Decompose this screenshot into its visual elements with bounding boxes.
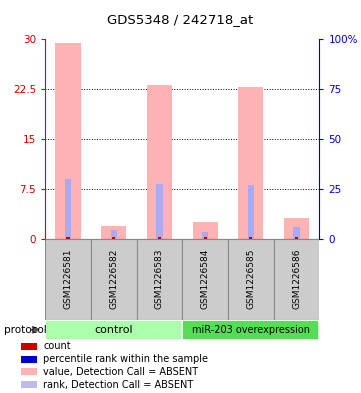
Bar <box>21 343 36 350</box>
Bar <box>112 237 115 239</box>
Bar <box>228 239 274 320</box>
Text: GDS5348 / 242718_at: GDS5348 / 242718_at <box>107 13 254 26</box>
Bar <box>21 381 36 388</box>
Bar <box>238 87 264 239</box>
Text: percentile rank within the sample: percentile rank within the sample <box>43 354 208 364</box>
Bar <box>45 320 182 340</box>
Text: count: count <box>43 342 71 351</box>
Bar <box>293 227 300 239</box>
Bar <box>204 237 207 239</box>
Bar <box>110 230 117 239</box>
Bar <box>284 218 309 239</box>
Text: GSM1226583: GSM1226583 <box>155 249 164 309</box>
Text: GSM1226581: GSM1226581 <box>64 249 73 309</box>
Text: rank, Detection Call = ABSENT: rank, Detection Call = ABSENT <box>43 380 193 389</box>
Bar <box>158 237 161 239</box>
Bar <box>65 179 71 239</box>
Bar <box>21 368 36 375</box>
Text: GSM1226586: GSM1226586 <box>292 249 301 309</box>
Text: GSM1226585: GSM1226585 <box>247 249 255 309</box>
Bar <box>101 226 126 239</box>
Bar <box>249 237 252 239</box>
Bar <box>295 237 298 239</box>
Bar <box>147 84 172 239</box>
Text: miR-203 overexpression: miR-203 overexpression <box>192 325 310 335</box>
Text: GSM1226582: GSM1226582 <box>109 249 118 309</box>
Bar <box>193 222 218 239</box>
Bar <box>182 320 319 340</box>
Bar <box>91 239 136 320</box>
Bar <box>156 184 163 239</box>
Bar <box>45 239 91 320</box>
Bar <box>136 239 182 320</box>
Bar <box>21 356 36 363</box>
Text: value, Detection Call = ABSENT: value, Detection Call = ABSENT <box>43 367 198 377</box>
Bar <box>182 239 228 320</box>
Bar <box>202 231 208 239</box>
Bar <box>56 42 81 239</box>
Text: protocol: protocol <box>4 325 46 335</box>
Bar <box>248 185 254 239</box>
Text: control: control <box>95 325 133 335</box>
Bar <box>66 237 70 239</box>
Text: GSM1226584: GSM1226584 <box>201 249 210 309</box>
Bar <box>274 239 319 320</box>
